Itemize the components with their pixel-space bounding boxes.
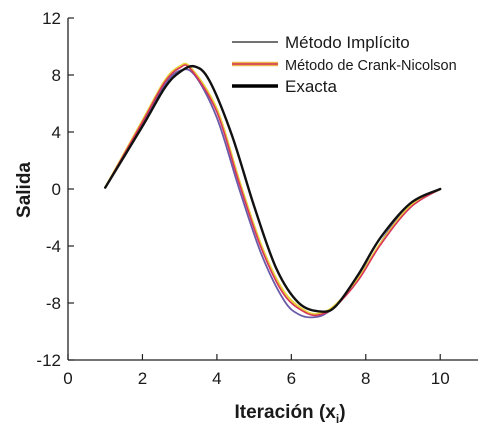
series-line xyxy=(104,68,442,319)
x-tick-label: 6 xyxy=(287,369,296,388)
y-tick-label: 12 xyxy=(42,9,61,28)
x-tick-label: 4 xyxy=(212,369,221,388)
y-axis-title: Salida xyxy=(14,162,35,218)
x-axis-title-main: Iteración (x xyxy=(234,402,336,423)
series-layer xyxy=(104,62,442,319)
series-line xyxy=(104,64,442,313)
legend-label: Método Implícito xyxy=(285,33,410,52)
series-line xyxy=(104,64,442,317)
x-tick-label: 2 xyxy=(138,369,147,388)
axis-ticks: -12 -8 -4 0 4 8 12 0 2 4 6 8 10 xyxy=(36,9,449,388)
x-axis-title-close: ) xyxy=(339,402,345,423)
legend-label: Exacta xyxy=(285,77,338,96)
x-axis-title-sub: i xyxy=(336,412,339,426)
y-tick-label: -8 xyxy=(46,294,61,313)
y-tick-label: 0 xyxy=(52,180,61,199)
y-tick-label: 8 xyxy=(52,66,61,85)
y-tick-label: -4 xyxy=(46,237,61,256)
y-tick-label: 4 xyxy=(52,123,61,142)
x-tick-label: 10 xyxy=(431,369,450,388)
y-tick-label: -12 xyxy=(36,351,61,370)
x-tick-label: 8 xyxy=(361,369,370,388)
x-tick-label: 0 xyxy=(63,369,72,388)
x-axis-title: Iteración (xi) xyxy=(234,402,345,426)
legend: Método Implícito Método de Crank-Nicolson… xyxy=(232,33,457,96)
legend-label: Método de Crank-Nicolson xyxy=(285,58,457,74)
